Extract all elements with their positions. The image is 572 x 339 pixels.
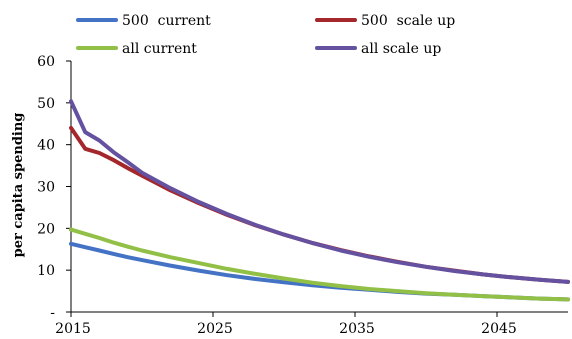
y-tick-label: 60 [37, 54, 55, 70]
y-tick-label: 10 [37, 263, 55, 279]
series-line-3 [69, 99, 570, 284]
legend-label: all scale up [361, 41, 441, 57]
legend-label: 500 current [122, 13, 211, 29]
series-line-2 [69, 227, 570, 302]
x-tick-label: 2015 [55, 321, 91, 337]
y-axis-label: per capita spending [11, 113, 26, 258]
legend: 500 current 500 scale up all current all sc… [76, 13, 455, 57]
y-tick-label: 50 [37, 96, 55, 112]
y-tick-label: 20 [37, 221, 55, 237]
y-ticks: - 10 20 30 40 50 60 [37, 54, 71, 321]
x-tick-label: 2035 [339, 321, 375, 337]
x-tick-label: 2025 [197, 321, 233, 337]
y-tick-label: 30 [37, 180, 55, 196]
legend-label: all current [122, 41, 197, 57]
legend-label: 500 scale up [361, 13, 455, 29]
x-ticks: 2015 2025 2035 2045 [55, 312, 517, 337]
y-tick-label: - [50, 305, 55, 321]
series-group [69, 99, 570, 302]
x-tick-label: 2045 [481, 321, 517, 337]
y-tick-label: 40 [37, 138, 55, 154]
